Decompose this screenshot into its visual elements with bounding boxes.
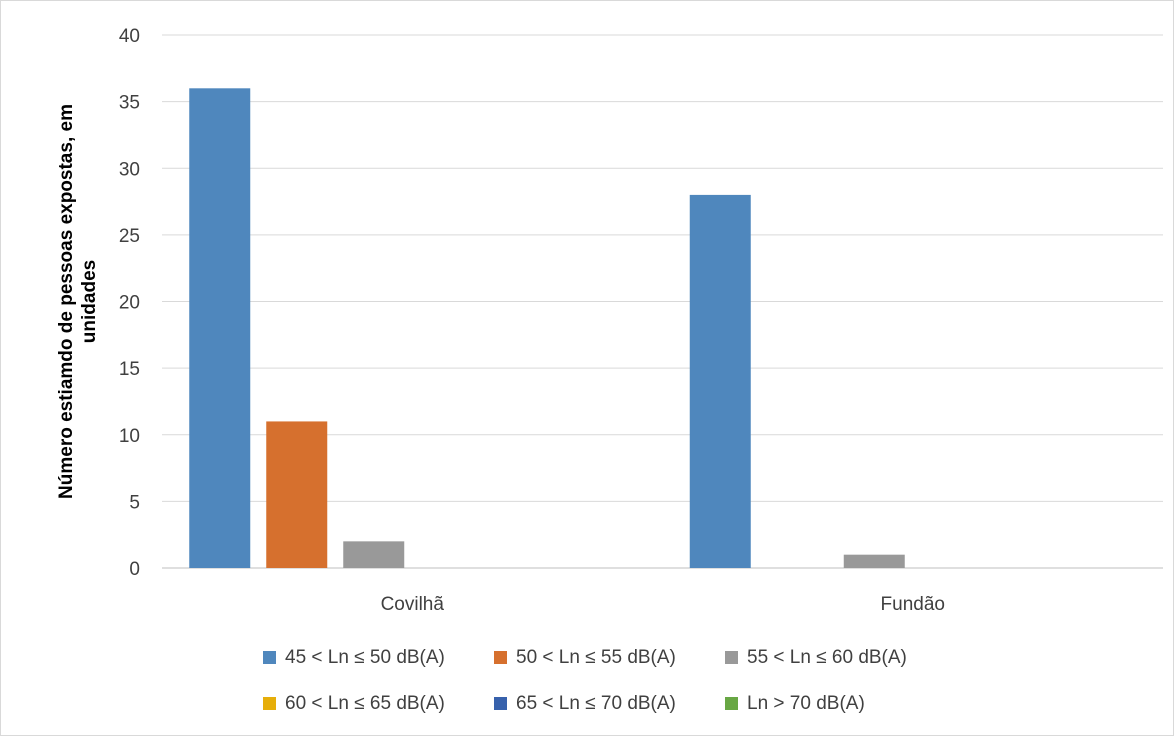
legend-label: 60 < Ln ≤ 65 dB(A) <box>285 693 445 714</box>
y-axis-title-line-1: Número estiamdo de pessoas expostas, em <box>56 104 77 499</box>
y-axis-title-line-2: unidades <box>79 260 100 343</box>
y-tick-label: 40 <box>119 26 140 47</box>
y-tick-label: 0 <box>129 559 140 580</box>
bar-covilh--series-3 <box>343 541 405 568</box>
y-tick-label: 20 <box>119 293 140 314</box>
x-category-label: Covilhã <box>381 594 445 615</box>
legend-swatch <box>725 651 738 664</box>
x-category-label: Fundão <box>881 594 945 615</box>
legend-swatch <box>263 651 276 664</box>
legend-label: 55 < Ln ≤ 60 dB(A) <box>747 647 907 668</box>
legend-swatch <box>725 697 738 710</box>
legend-label: Ln > 70 dB(A) <box>747 693 865 714</box>
legend-label: 65 < Ln ≤ 70 dB(A) <box>516 693 676 714</box>
bars <box>189 88 905 569</box>
legend-label: 45 < Ln ≤ 50 dB(A) <box>285 647 445 668</box>
y-tick-label: 30 <box>119 159 140 180</box>
y-tick-label: 10 <box>119 426 140 447</box>
legend-swatch <box>494 697 507 710</box>
axes: 0 5 10 15 20 25 30 35 40 Covilhã Fundão <box>119 26 945 615</box>
bar-covilh--series-2 <box>266 421 328 568</box>
legend-swatch <box>494 651 507 664</box>
y-tick-label: 15 <box>119 359 140 380</box>
y-tick-label: 35 <box>119 93 140 114</box>
legend-swatch <box>263 697 276 710</box>
bar-fund-o-series-3 <box>843 554 905 568</box>
y-tick-label: 25 <box>119 226 140 247</box>
legend: 45 < Ln ≤ 50 dB(A) 50 < Ln ≤ 55 dB(A) 55 <… <box>263 647 907 714</box>
legend-label: 50 < Ln ≤ 55 dB(A) <box>516 647 676 668</box>
bar-fund-o-series-1 <box>689 194 751 568</box>
y-tick-label: 5 <box>129 492 140 513</box>
y-axis-title: Número estiamdo de pessoas expostas, em u… <box>56 104 100 499</box>
gridlines <box>162 34 1163 569</box>
bar-covilh--series-1 <box>189 88 251 569</box>
